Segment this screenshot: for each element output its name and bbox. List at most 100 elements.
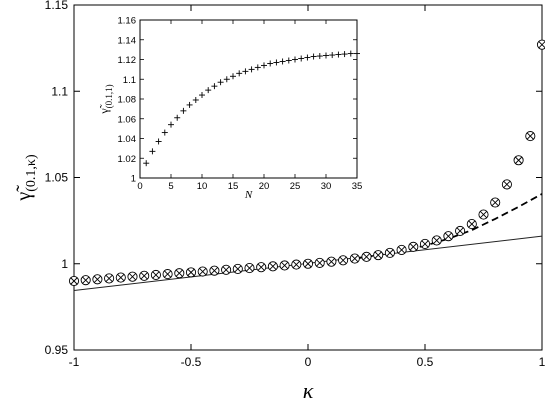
main-data-point bbox=[349, 253, 360, 264]
main-data-point-cross bbox=[199, 267, 207, 276]
inset-data-point bbox=[180, 107, 187, 114]
inset-y-tick-label: 1.14 bbox=[118, 35, 137, 46]
inset-data-point bbox=[236, 70, 243, 77]
main-data-point-cross bbox=[70, 277, 78, 285]
inset-data-point bbox=[223, 76, 230, 83]
main-data-point-cross bbox=[398, 246, 406, 254]
inset-y-tick-label: 1.04 bbox=[118, 134, 137, 145]
main-data-point-cross bbox=[468, 220, 476, 228]
main-data-point-cross bbox=[362, 253, 371, 261]
main-data-point bbox=[92, 274, 103, 285]
main-data-point bbox=[115, 272, 126, 283]
main-x-tick-label: 1 bbox=[539, 355, 545, 369]
main-data-point bbox=[80, 275, 91, 286]
main-data-point-cross bbox=[152, 271, 160, 279]
inset-data-point bbox=[267, 60, 274, 67]
inset-x-tick-label: 10 bbox=[197, 181, 208, 192]
main-data-point bbox=[373, 250, 384, 261]
main-data-point bbox=[455, 225, 466, 237]
main-data-point bbox=[443, 231, 454, 242]
inset-data-point bbox=[285, 57, 292, 64]
inset-data-point bbox=[341, 51, 348, 58]
main-data-point bbox=[150, 269, 161, 281]
inset-x-axis-title: N bbox=[244, 189, 253, 201]
inset-x-tick-label: 15 bbox=[228, 181, 239, 192]
main-x-tick-label: 0 bbox=[305, 355, 312, 369]
inset-data-point bbox=[347, 50, 354, 57]
main-data-point bbox=[302, 258, 314, 269]
main-data-point-cross bbox=[433, 236, 441, 245]
inset-data-point bbox=[211, 83, 218, 90]
main-data-point bbox=[267, 261, 278, 272]
main-y-tick-label: 1.05 bbox=[45, 171, 69, 185]
main-x-tick-label: 0.5 bbox=[417, 355, 434, 369]
main-y-tick-label: 1.1 bbox=[51, 84, 68, 98]
main-data-point bbox=[536, 39, 545, 50]
main-data-point-cross bbox=[456, 227, 464, 235]
main-y-tick-label: 1.15 bbox=[45, 0, 69, 12]
main-data-point bbox=[525, 131, 536, 142]
main-data-point bbox=[68, 275, 80, 287]
main-data-point bbox=[232, 263, 243, 274]
main-data-point-cross bbox=[222, 266, 230, 274]
main-data-point-cross bbox=[93, 275, 101, 283]
main-dashed-line bbox=[354, 193, 543, 260]
main-data-point bbox=[408, 241, 419, 252]
main-data-point-cross bbox=[281, 261, 289, 270]
inset-data-point bbox=[230, 73, 236, 80]
inset-data-point bbox=[174, 114, 181, 121]
inset-y-axis-title-subscript: (0.1,1) bbox=[104, 84, 114, 108]
main-data-point-cross bbox=[386, 249, 394, 257]
inset-data-point bbox=[254, 64, 261, 71]
inset-y-tick-label: 1.16 bbox=[118, 16, 137, 27]
main-x-tick-label: -1 bbox=[69, 355, 80, 369]
inset-data-point bbox=[304, 54, 311, 61]
inset-data-point bbox=[329, 52, 336, 59]
main-data-point-cross bbox=[515, 156, 523, 164]
inset-data-point bbox=[279, 58, 286, 65]
main-data-point-cross bbox=[117, 273, 125, 282]
main-data-point-cross bbox=[292, 261, 300, 269]
main-data-point-cross bbox=[245, 264, 254, 272]
main-data-point-cross bbox=[257, 263, 265, 271]
main-data-point bbox=[478, 209, 489, 220]
main-data-point-cross bbox=[304, 260, 312, 268]
main-data-point-cross bbox=[538, 41, 545, 49]
main-data-point bbox=[326, 256, 337, 267]
inset-data-point bbox=[155, 138, 162, 145]
inset-data-point bbox=[143, 160, 150, 167]
inset-x-tick-label: 0 bbox=[137, 181, 142, 192]
main-data-point-circle bbox=[536, 39, 545, 50]
main-data-point-cross bbox=[234, 265, 242, 273]
inset-data-point bbox=[149, 148, 156, 155]
inset-data-point bbox=[261, 62, 267, 69]
main-data-point-cross bbox=[479, 211, 488, 219]
inset-x-tick-label: 30 bbox=[321, 181, 332, 192]
main-data-point-cross bbox=[210, 267, 218, 275]
main-data-point-cross bbox=[269, 262, 277, 270]
main-data-point-cross bbox=[140, 272, 148, 280]
main-y-axis-title: γ̃(0.1,κ) bbox=[13, 154, 39, 202]
main-data-point bbox=[185, 267, 197, 278]
inset-data-point bbox=[354, 50, 360, 57]
inset-x-tick-label: 25 bbox=[290, 181, 301, 192]
main-data-point-cross bbox=[82, 276, 90, 284]
main-x-tick-label: -0.5 bbox=[181, 355, 202, 369]
main-y-tick-label: 0.95 bbox=[45, 343, 69, 357]
main-data-point-cross bbox=[327, 258, 335, 266]
main-data-point bbox=[384, 247, 395, 258]
main-data-point bbox=[221, 264, 232, 275]
main-data-point-cross bbox=[175, 269, 183, 277]
main-data-point-cross bbox=[409, 243, 417, 251]
main-data-point bbox=[256, 262, 267, 273]
main-y-tick-label: 1 bbox=[61, 257, 68, 271]
main-data-point-cross bbox=[444, 232, 452, 240]
inset-data-point bbox=[335, 51, 342, 58]
main-data-point-cross bbox=[164, 270, 172, 278]
main-data-point-cross bbox=[187, 268, 195, 276]
inset-data-point bbox=[310, 53, 317, 60]
main-data-point bbox=[314, 257, 325, 268]
main-y-axis-title-subscript: (0.1,κ) bbox=[24, 154, 39, 192]
main-data-point bbox=[466, 219, 477, 230]
